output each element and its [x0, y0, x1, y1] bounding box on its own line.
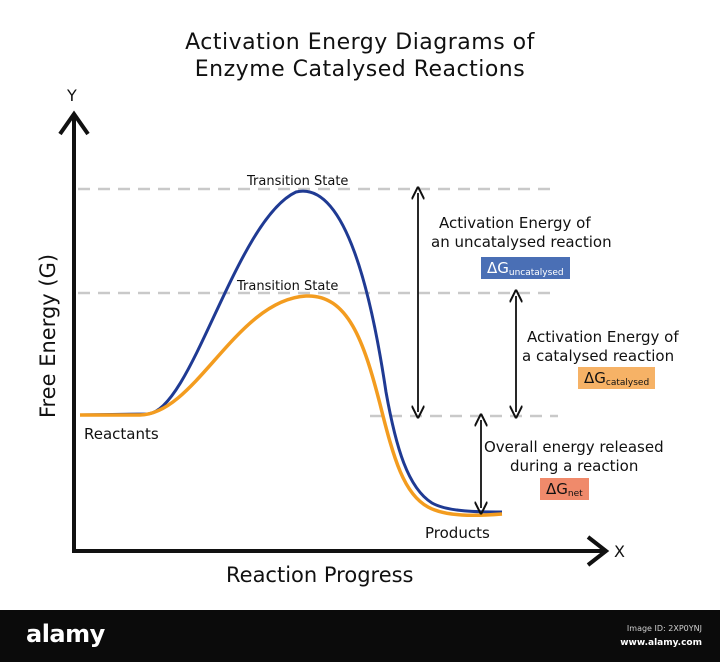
delta-g-symbol: ΔG [584, 369, 606, 387]
diagram-graphics [58, 110, 610, 567]
net-annotation-line-2: during a reaction [510, 457, 639, 475]
delta-g-subscript: uncatalysed [508, 268, 564, 278]
y-axis-arrowhead [58, 110, 90, 136]
diagram-title-line-1: Activation Energy Diagrams of [185, 30, 535, 55]
delta-g-subscript: catalysed [605, 378, 650, 388]
uncatalysed-curve [79, 189, 503, 514]
x-axis-arrowhead [586, 535, 610, 567]
image-id: Image ID: 2XP0YNJ [626, 624, 702, 633]
y-axis-letter: Y [67, 86, 77, 105]
y-axis-title: Free Energy (G) [36, 253, 60, 419]
delta-g-symbol: ΔG [487, 259, 509, 277]
catalysed-curve [80, 294, 503, 518]
reactants-label: Reactants [84, 425, 159, 443]
delta-g-subscript: net [567, 489, 583, 499]
transition-state-uncatalysed-label: Transition State [247, 174, 349, 189]
transition-state-catalysed-label: Transition State [237, 279, 339, 294]
products-label: Products [425, 524, 490, 542]
x-axis-title: Reaction Progress [226, 563, 414, 587]
delta-g-catalysed-badge: ΔGcatalysed [578, 367, 656, 389]
diagram-title-line-2: Enzyme Catalysed Reactions [194, 57, 526, 82]
site-url: www.alamy.com [620, 638, 702, 648]
net-annotation-line-1: Overall energy released [484, 438, 664, 456]
delta-g-net-badge: ΔGnet [540, 478, 589, 500]
uncatalysed-annotation-line-1: Activation Energy of [439, 214, 591, 232]
catalysed-annotation-line-2: a catalysed reaction [522, 347, 675, 365]
x-axis-letter: X [614, 542, 625, 561]
energy-diagram: Activation Energy Diagrams of Enzyme Cat… [36, 30, 679, 587]
delta-g-symbol: ΔG [546, 480, 568, 498]
alamy-logo: alamy [26, 620, 105, 648]
uncatalysed-annotation-line-2: an uncatalysed reaction [431, 233, 612, 251]
watermark-footer: alamy Image ID: 2XP0YNJ www.alamy.com [0, 610, 720, 662]
delta-g-uncatalysed-badge: ΔGuncatalysed [481, 257, 570, 279]
catalysed-annotation-line-1: Activation Energy of [527, 328, 679, 346]
